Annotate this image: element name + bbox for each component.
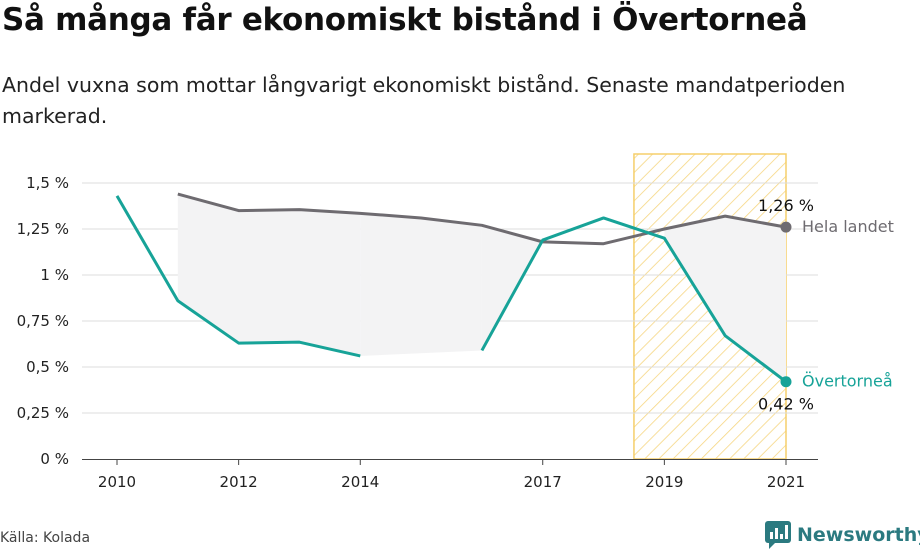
y-tick-label: 1,25 % <box>17 220 69 238</box>
gap-fill-layer <box>177 194 786 382</box>
x-tick-label: 2012 <box>220 473 258 491</box>
end-point-hela-landet <box>780 221 792 233</box>
chart-title: Så många får ekonomiskt bistånd i Överto… <box>2 2 808 38</box>
legend-label-hela-landet: Hela landet <box>802 217 894 236</box>
y-tick-label: 0,5 % <box>26 358 69 376</box>
x-tick-label: 2014 <box>341 473 379 491</box>
end-point-overtornea <box>780 376 792 388</box>
x-tick-label: 2017 <box>524 473 562 491</box>
series-layer <box>115 192 792 388</box>
x-tick-label: 2021 <box>767 473 805 491</box>
gap-area <box>481 225 543 351</box>
y-tick-label: 1 % <box>40 266 69 284</box>
legend-label-overtornea: Övertorneå <box>802 372 893 391</box>
series-line-hela-landet <box>177 192 787 246</box>
newsworthy-logo: Newsworthy <box>765 520 920 550</box>
x-tick-label: 2019 <box>645 473 683 491</box>
chart-subtitle: Andel vuxna som mottar långvarigt ekonom… <box>2 73 846 128</box>
series-line-overtornea <box>480 216 787 383</box>
y-tick-label: 0,75 % <box>17 312 69 330</box>
label-layer: Hela landet 1,26 % Övertorneå 0,42 % <box>758 196 894 414</box>
speech-bubble-chart-icon <box>765 521 791 549</box>
y-tick-label: 1,5 % <box>26 174 69 192</box>
axis-layer: 0 % 0,25 % 0,5 % 0,75 % 1 % 1,25 % 1,5 % 2010 20… <box>17 174 818 491</box>
gap-area <box>664 216 786 382</box>
y-tick-label: 0,25 % <box>17 404 69 422</box>
x-tick-label: 2010 <box>98 473 136 491</box>
value-label-overtornea: 0,42 % <box>758 395 814 414</box>
y-tick-label: 0 % <box>40 450 69 468</box>
value-label-hela-landet: 1,26 % <box>758 196 814 215</box>
source-note: Källa: Kolada <box>0 530 91 546</box>
gap-area <box>177 194 361 356</box>
brand-name: Newsworthy <box>797 524 920 546</box>
series-line-overtornea <box>115 195 361 358</box>
gap-area <box>360 213 482 356</box>
